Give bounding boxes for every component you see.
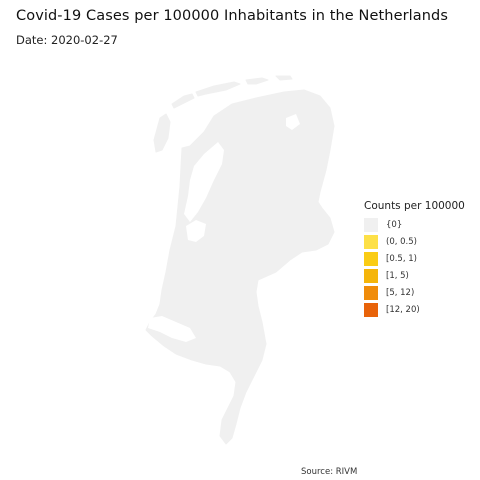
island-ameland: [245, 77, 269, 85]
map-subtitle: Date: 2020-02-27: [16, 33, 118, 47]
delta-waters: [148, 316, 196, 342]
legend-swatch: [364, 285, 378, 300]
legend-item: [1, 5): [364, 268, 465, 283]
island-terschelling: [195, 81, 241, 97]
legend-label: {0}: [386, 219, 403, 230]
legend-label: [0.5, 1): [386, 253, 417, 264]
legend-title: Counts per 100000: [364, 200, 465, 212]
legend-label: [12, 20): [386, 304, 420, 315]
legend-swatch: [364, 234, 378, 249]
map-regions: [145, 75, 335, 445]
ijsselmeer: [184, 142, 224, 222]
legend-item: [12, 20): [364, 302, 465, 317]
legend-label: [1, 5): [386, 270, 409, 281]
legend-swatch: [364, 217, 378, 232]
map-title: Covid-19 Cases per 100000 Inhabitants in…: [16, 8, 449, 24]
legend-item: {0}: [364, 217, 465, 232]
legend-item: [5, 12): [364, 285, 465, 300]
source-caption: Source: RIVM: [301, 467, 358, 477]
markermeer: [186, 220, 206, 242]
lauwersmeer: [286, 114, 300, 130]
legend-swatch: [364, 268, 378, 283]
legend-swatch: [364, 302, 378, 317]
legend-label: [5, 12): [386, 287, 415, 298]
mainland: [145, 89, 335, 445]
legend: Counts per 100000 {0} (0, 0.5) [0.5, 1) …: [364, 200, 465, 319]
island-texel: [153, 113, 171, 153]
island-vlieland: [171, 93, 195, 109]
island-schiermonnikoog: [275, 75, 293, 81]
water-bodies: [148, 114, 300, 342]
legend-item: [0.5, 1): [364, 251, 465, 266]
flevoland: [204, 190, 242, 228]
legend-label: (0, 0.5): [386, 236, 417, 247]
legend-item: (0, 0.5): [364, 234, 465, 249]
legend-swatch: [364, 251, 378, 266]
